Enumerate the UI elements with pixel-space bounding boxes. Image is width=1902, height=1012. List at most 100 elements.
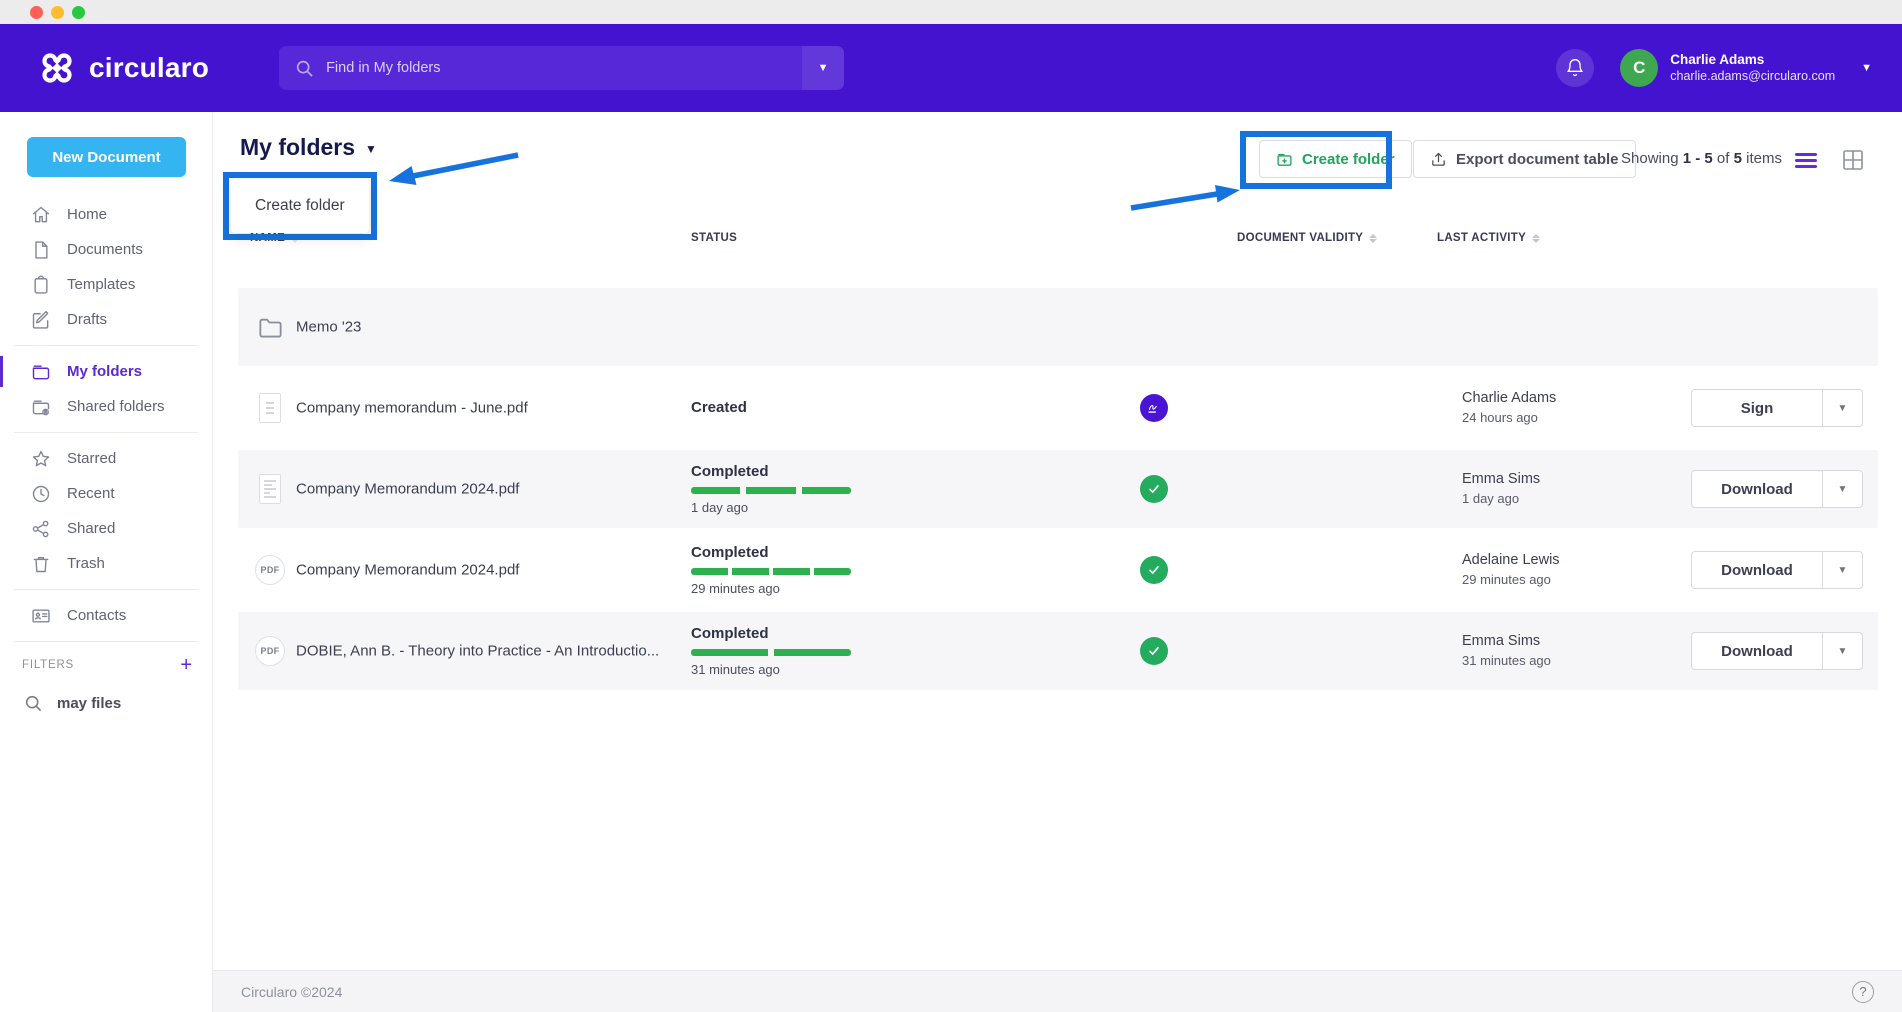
create-folder-button[interactable]: Create folder	[1259, 140, 1412, 178]
column-header-status[interactable]: STATUS	[691, 232, 737, 244]
pdf-file-icon: PDF	[255, 555, 285, 585]
search-icon	[24, 694, 43, 713]
chevron-down-icon: ▼	[365, 142, 377, 156]
status-time: 31 minutes ago	[691, 662, 851, 677]
create-folder-menu-item[interactable]: Create folder	[231, 179, 369, 233]
document-name[interactable]: Company Memorandum 2024.pdf	[296, 562, 519, 579]
circularo-app: circularo ▼ C Charlie Adams charlie.adam…	[0, 0, 1902, 1012]
sidebar-item-my-folders[interactable]: My folders	[0, 354, 212, 389]
close-window-button[interactable]	[30, 6, 43, 19]
export-label: Export document table	[1456, 151, 1619, 168]
zoom-window-button[interactable]	[72, 6, 85, 19]
sidebar-item-recent[interactable]: Recent	[0, 476, 212, 511]
copyright: Circularo ©2024	[241, 984, 342, 1000]
export-document-table-button[interactable]: Export document table	[1413, 140, 1636, 178]
clipboard-icon	[31, 275, 51, 295]
table-row-document[interactable]: PDF Company Memorandum 2024.pdf Complete…	[238, 531, 1878, 609]
saved-filter-search[interactable]: may files	[0, 694, 212, 713]
page-title-dropdown[interactable]: My folders ▼	[240, 134, 377, 161]
sidebar-item-label: Contacts	[67, 607, 126, 624]
sidebar-item-label: Drafts	[67, 311, 107, 328]
action-dropdown-caret[interactable]: ▼	[1822, 552, 1862, 588]
avatar: C	[1620, 49, 1658, 87]
divider	[14, 432, 198, 433]
new-document-button[interactable]: New Document	[27, 137, 186, 177]
search-input[interactable]	[314, 60, 802, 76]
add-filter-button[interactable]: +	[180, 655, 192, 675]
sidebar-item-trash[interactable]: Trash	[0, 546, 212, 581]
column-header-last-activity[interactable]: LAST ACTIVITY	[1437, 232, 1540, 244]
workflow-progress-bar	[691, 649, 851, 656]
folder-name[interactable]: Memo '23	[296, 319, 361, 336]
list-view-toggle[interactable]	[1795, 150, 1817, 171]
sort-icon	[1532, 234, 1540, 243]
status-label: Created	[691, 399, 747, 416]
action-label[interactable]: Download	[1692, 471, 1822, 507]
document-table: Memo '23 Company memorandum - June.pdf C…	[238, 288, 1878, 693]
sidebar-item-label: Starred	[67, 450, 116, 467]
table-row-document[interactable]: Company memorandum - June.pdf Created Ch…	[238, 369, 1878, 447]
download-button[interactable]: Download ▼	[1691, 470, 1863, 508]
column-header-name[interactable]: NAME	[250, 232, 299, 244]
table-row-document[interactable]: PDF DOBIE, Ann B. - Theory into Practice…	[238, 612, 1878, 690]
action-dropdown-caret[interactable]: ▼	[1822, 471, 1862, 507]
action-label[interactable]: Download	[1692, 633, 1822, 669]
sidebar-item-starred[interactable]: Starred	[0, 441, 212, 476]
sidebar-item-label: Templates	[67, 276, 135, 293]
sign-button[interactable]: Sign ▼	[1691, 389, 1863, 427]
valid-check-icon	[1140, 556, 1168, 584]
sidebar-item-shared[interactable]: Shared	[0, 511, 212, 546]
document-name[interactable]: Company memorandum - June.pdf	[296, 400, 528, 417]
sidebar-item-drafts[interactable]: Drafts	[0, 302, 212, 337]
notifications-button[interactable]	[1556, 49, 1594, 87]
status-time: 29 minutes ago	[691, 581, 851, 596]
pdf-file-icon: PDF	[255, 636, 285, 666]
status-label: Completed	[691, 463, 851, 480]
signature-pending-icon	[1140, 394, 1168, 422]
activity-user: Charlie Adams	[1462, 388, 1556, 409]
sort-icon	[1369, 234, 1377, 243]
sidebar-item-documents[interactable]: Documents	[0, 232, 212, 267]
star-icon	[31, 449, 51, 469]
sidebar-item-templates[interactable]: Templates	[0, 267, 212, 302]
divider	[14, 589, 198, 590]
divider	[14, 345, 198, 346]
global-search: ▼	[279, 46, 844, 90]
pencil-square-icon	[31, 310, 51, 330]
action-dropdown-caret[interactable]: ▼	[1822, 390, 1862, 426]
sidebar-item-label: Shared	[67, 520, 115, 537]
action-label[interactable]: Sign	[1692, 390, 1822, 426]
brand-logo[interactable]: circularo	[36, 47, 209, 89]
action-dropdown-caret[interactable]: ▼	[1822, 633, 1862, 669]
grid-view-toggle[interactable]	[1841, 148, 1865, 172]
sidebar-item-contacts[interactable]: Contacts	[0, 598, 212, 633]
table-row-document[interactable]: Company Memorandum 2024.pdf Completed 1 …	[238, 450, 1878, 528]
page-title: My folders	[240, 134, 355, 161]
document-name[interactable]: Company Memorandum 2024.pdf	[296, 481, 519, 498]
download-button[interactable]: Download ▼	[1691, 632, 1863, 670]
brand-name: circularo	[89, 52, 209, 84]
search-scope-dropdown[interactable]: ▼	[802, 46, 844, 90]
activity-time: 29 minutes ago	[1462, 571, 1560, 590]
help-button[interactable]: ?	[1852, 981, 1874, 1003]
shared-folder-icon	[31, 397, 51, 417]
document-icon	[31, 240, 51, 260]
share-icon	[31, 519, 51, 539]
user-menu[interactable]: C Charlie Adams charlie.adams@circularo.…	[1620, 49, 1872, 87]
table-row-folder[interactable]: Memo '23	[238, 288, 1878, 366]
pagination-summary: Showing 1 - 5 of 5 items	[1621, 150, 1782, 167]
sidebar-item-shared-folders[interactable]: Shared folders	[0, 389, 212, 424]
sidebar-item-label: Home	[67, 206, 107, 223]
clock-icon	[31, 484, 51, 504]
minimize-window-button[interactable]	[51, 6, 64, 19]
sidebar-item-home[interactable]: Home	[0, 197, 212, 232]
download-button[interactable]: Download ▼	[1691, 551, 1863, 589]
activity-time: 24 hours ago	[1462, 409, 1556, 428]
chevron-down-icon: ▼	[1861, 62, 1872, 74]
user-name: Charlie Adams	[1670, 52, 1835, 69]
circularo-flower-icon	[36, 47, 78, 89]
column-header-document-validity[interactable]: DOCUMENT VALIDITY	[1237, 232, 1377, 244]
action-label[interactable]: Download	[1692, 552, 1822, 588]
create-folder-label: Create folder	[1302, 151, 1395, 168]
document-name[interactable]: DOBIE, Ann B. - Theory into Practice - A…	[296, 643, 659, 660]
